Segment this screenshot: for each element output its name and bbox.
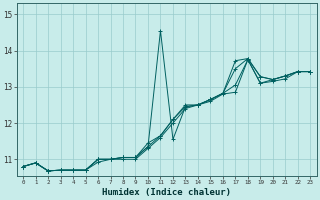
X-axis label: Humidex (Indice chaleur): Humidex (Indice chaleur)	[102, 188, 231, 197]
